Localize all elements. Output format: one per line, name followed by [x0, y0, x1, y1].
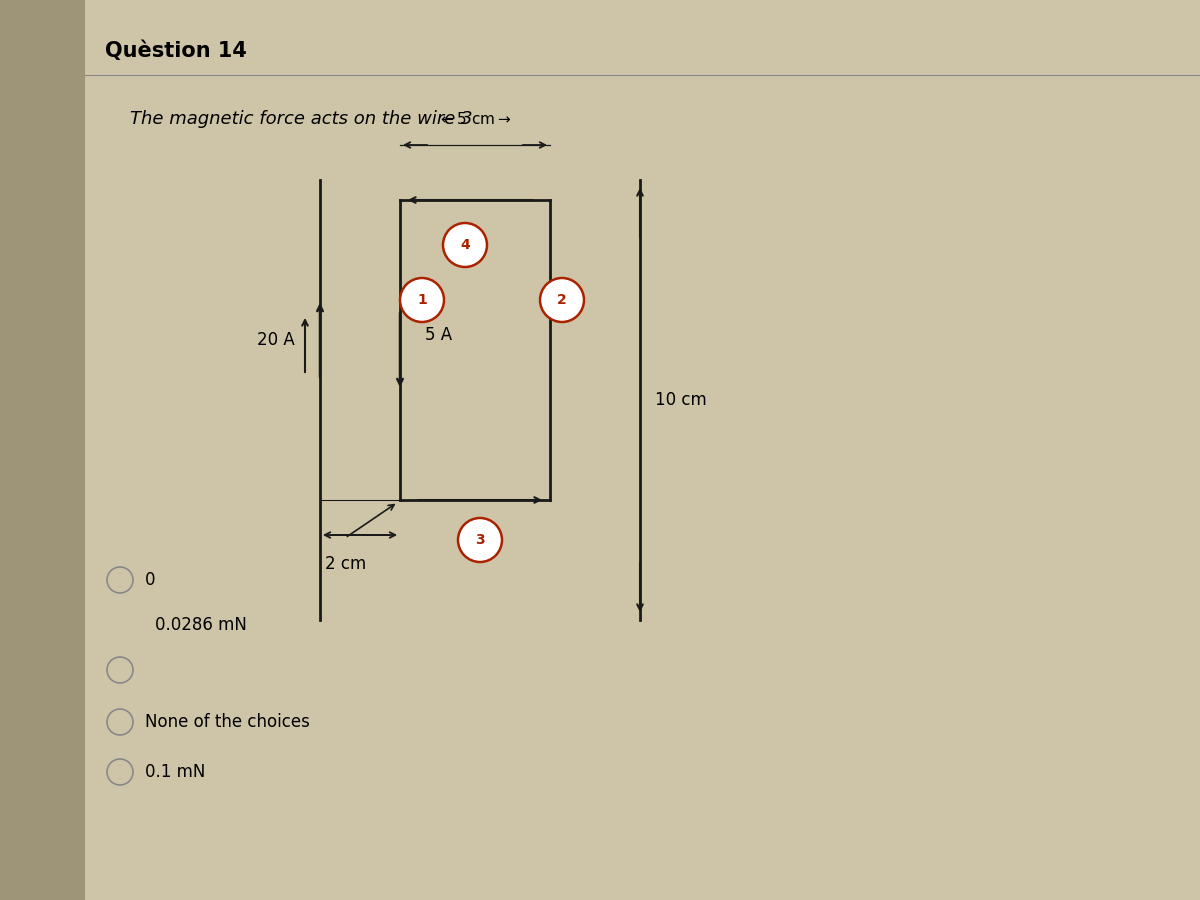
Circle shape	[540, 278, 584, 322]
Text: 4: 4	[460, 238, 470, 252]
Text: 2: 2	[557, 293, 566, 307]
Text: Quèstion 14: Quèstion 14	[106, 40, 247, 60]
Bar	[0, 0, 85, 900]
Text: 0.0286 mN: 0.0286 mN	[155, 616, 247, 634]
Circle shape	[458, 518, 502, 562]
Text: 2 cm: 2 cm	[325, 555, 366, 573]
Text: 3: 3	[475, 533, 485, 547]
Circle shape	[443, 223, 487, 267]
Circle shape	[400, 278, 444, 322]
Text: None of the choices: None of the choices	[145, 713, 310, 731]
Text: 20 A: 20 A	[257, 331, 295, 349]
Text: 10 cm: 10 cm	[655, 391, 707, 409]
Text: The magnetic force acts on the wire 3: The magnetic force acts on the wire 3	[130, 110, 473, 128]
Text: 0.1 mN: 0.1 mN	[145, 763, 205, 781]
Text: 5 A: 5 A	[425, 326, 452, 344]
Text: $\leftarrow$5 cm$\rightarrow$: $\leftarrow$5 cm$\rightarrow$	[438, 111, 511, 127]
Text: 1: 1	[418, 293, 427, 307]
Text: 0: 0	[145, 571, 156, 589]
